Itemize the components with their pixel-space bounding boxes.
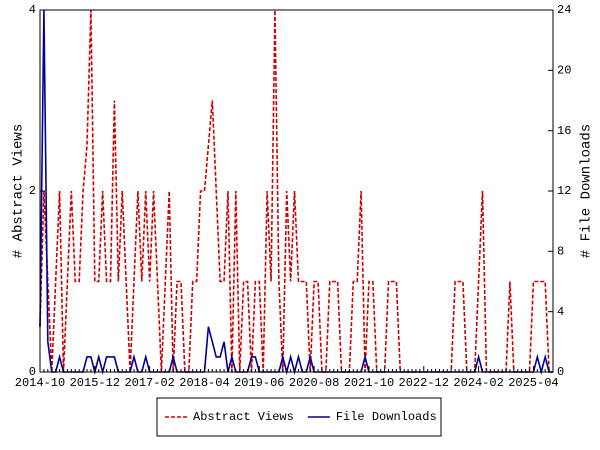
x-tick-label: 2019-06 xyxy=(234,376,284,390)
y-axis-title: # Abstract Views xyxy=(11,124,27,258)
y2-tick-label: 8 xyxy=(557,245,564,259)
y-tick-label: 2 xyxy=(29,184,36,198)
x-tick-label: 2024-02 xyxy=(453,376,503,390)
y2-tick-label: 0 xyxy=(557,365,564,379)
y2-tick-label: 24 xyxy=(557,3,571,17)
x-tick-label: 2017-02 xyxy=(124,376,174,390)
y-tick-label: 4 xyxy=(29,3,36,17)
x-tick-label: 2022-12 xyxy=(399,376,449,390)
x-tick-label: 2015-12 xyxy=(70,376,120,390)
legend-box xyxy=(156,397,442,437)
x-tick-label: 2020-08 xyxy=(289,376,339,390)
x-tick-label: 2018-04 xyxy=(179,376,229,390)
data-line xyxy=(39,9,553,373)
y2-tick-label: 16 xyxy=(557,124,571,138)
x-tick-label: 2014-10 xyxy=(15,376,65,390)
y-tick-label: 0 xyxy=(29,365,36,379)
x-tick-label: 2025-04 xyxy=(508,376,558,390)
legend-label: File Downloads xyxy=(336,410,437,424)
y2-axis-title: # File Downloads xyxy=(579,124,595,258)
y2-tick-label: 20 xyxy=(557,64,571,78)
x-tick-label: 2021-10 xyxy=(344,376,394,390)
y2-tick-label: 4 xyxy=(557,305,564,319)
legend-label: Abstract Views xyxy=(193,410,294,424)
y2-tick-label: 12 xyxy=(557,184,571,198)
